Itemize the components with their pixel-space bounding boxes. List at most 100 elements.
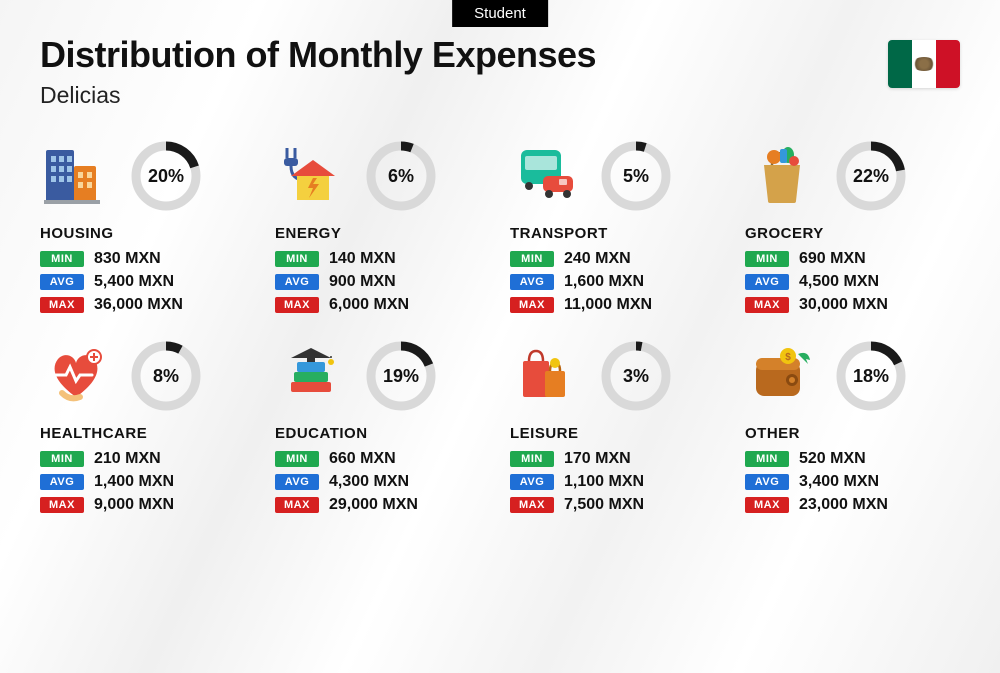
pct-label: 19% (365, 340, 437, 412)
avg-value: 900 MXN (329, 273, 396, 291)
avg-badge: AVG (745, 474, 789, 490)
stats: MIN 830 MXN AVG 5,400 MXN MAX 36,000 MXN (40, 250, 255, 314)
stat-min: MIN 170 MXN (510, 450, 725, 468)
stat-avg: AVG 1,400 MXN (40, 473, 255, 491)
category-name: OTHER (745, 425, 960, 442)
stat-min: MIN 240 MXN (510, 250, 725, 268)
pct-ring: 19% (365, 340, 437, 412)
max-value: 36,000 MXN (94, 296, 183, 314)
stat-min: MIN 210 MXN (40, 450, 255, 468)
stat-min: MIN 690 MXN (745, 250, 960, 268)
leisure-icon (510, 339, 584, 413)
max-value: 7,500 MXN (564, 496, 644, 514)
country-flag-icon (888, 40, 960, 88)
healthcare-icon (40, 339, 114, 413)
avg-badge: AVG (40, 274, 84, 290)
expense-card-grocery: 22% GROCERY MIN 690 MXN AVG 4,500 MXN MA… (745, 137, 960, 319)
stat-max: MAX 29,000 MXN (275, 496, 490, 514)
stat-max: MAX 36,000 MXN (40, 296, 255, 314)
max-value: 29,000 MXN (329, 496, 418, 514)
avg-badge: AVG (745, 274, 789, 290)
other-icon: $ (745, 339, 819, 413)
max-badge: MAX (510, 297, 554, 313)
min-badge: MIN (40, 251, 84, 267)
stat-max: MAX 7,500 MXN (510, 496, 725, 514)
expense-card-education: 19% EDUCATION MIN 660 MXN AVG 4,300 MXN … (275, 337, 490, 519)
avg-value: 5,400 MXN (94, 273, 174, 291)
category-name: TRANSPORT (510, 225, 725, 242)
pct-ring: 5% (600, 140, 672, 212)
stat-avg: AVG 5,400 MXN (40, 273, 255, 291)
stats: MIN 210 MXN AVG 1,400 MXN MAX 9,000 MXN (40, 450, 255, 514)
stat-avg: AVG 1,100 MXN (510, 473, 725, 491)
category-name: LEISURE (510, 425, 725, 442)
stat-max: MAX 6,000 MXN (275, 296, 490, 314)
stat-avg: AVG 4,300 MXN (275, 473, 490, 491)
stat-avg: AVG 900 MXN (275, 273, 490, 291)
avg-value: 4,500 MXN (799, 273, 879, 291)
min-value: 690 MXN (799, 250, 866, 268)
max-value: 11,000 MXN (564, 296, 652, 314)
max-badge: MAX (745, 497, 789, 513)
pct-label: 3% (600, 340, 672, 412)
min-value: 660 MXN (329, 450, 396, 468)
stats: MIN 660 MXN AVG 4,300 MXN MAX 29,000 MXN (275, 450, 490, 514)
page-subtitle: Delicias (40, 82, 960, 109)
stat-min: MIN 660 MXN (275, 450, 490, 468)
expense-card-transport: 5% TRANSPORT MIN 240 MXN AVG 1,600 MXN M… (510, 137, 725, 319)
expense-card-leisure: 3% LEISURE MIN 170 MXN AVG 1,100 MXN MAX… (510, 337, 725, 519)
stat-avg: AVG 1,600 MXN (510, 273, 725, 291)
stats: MIN 520 MXN AVG 3,400 MXN MAX 23,000 MXN (745, 450, 960, 514)
avg-badge: AVG (510, 474, 554, 490)
min-value: 830 MXN (94, 250, 161, 268)
pct-label: 18% (835, 340, 907, 412)
expense-card-energy: 6% ENERGY MIN 140 MXN AVG 900 MXN MAX 6,… (275, 137, 490, 319)
avg-value: 4,300 MXN (329, 473, 409, 491)
pct-label: 5% (600, 140, 672, 212)
expense-card-housing: 20% HOUSING MIN 830 MXN AVG 5,400 MXN MA… (40, 137, 255, 319)
stat-min: MIN 830 MXN (40, 250, 255, 268)
category-name: EDUCATION (275, 425, 490, 442)
max-badge: MAX (745, 297, 789, 313)
avg-badge: AVG (275, 274, 319, 290)
category-name: HEALTHCARE (40, 425, 255, 442)
max-value: 6,000 MXN (329, 296, 409, 314)
pct-ring: 18% (835, 340, 907, 412)
stat-min: MIN 140 MXN (275, 250, 490, 268)
avg-badge: AVG (275, 474, 319, 490)
min-badge: MIN (510, 251, 554, 267)
stat-max: MAX 9,000 MXN (40, 496, 255, 514)
header: Distribution of Monthly Expenses Delicia… (40, 0, 960, 109)
stat-avg: AVG 4,500 MXN (745, 273, 960, 291)
min-value: 520 MXN (799, 450, 866, 468)
stats: MIN 170 MXN AVG 1,100 MXN MAX 7,500 MXN (510, 450, 725, 514)
transport-icon (510, 139, 584, 213)
avg-value: 1,400 MXN (94, 473, 174, 491)
pct-ring: 3% (600, 340, 672, 412)
avg-value: 1,600 MXN (564, 273, 644, 291)
min-badge: MIN (275, 251, 319, 267)
stats: MIN 240 MXN AVG 1,600 MXN MAX 11,000 MXN (510, 250, 725, 314)
stat-avg: AVG 3,400 MXN (745, 473, 960, 491)
min-badge: MIN (275, 451, 319, 467)
stats: MIN 690 MXN AVG 4,500 MXN MAX 30,000 MXN (745, 250, 960, 314)
max-value: 9,000 MXN (94, 496, 174, 514)
stat-max: MAX 11,000 MXN (510, 296, 725, 314)
max-badge: MAX (275, 497, 319, 513)
pct-ring: 8% (130, 340, 202, 412)
education-icon (275, 339, 349, 413)
pct-ring: 22% (835, 140, 907, 212)
pct-label: 6% (365, 140, 437, 212)
min-badge: MIN (510, 451, 554, 467)
stat-max: MAX 23,000 MXN (745, 496, 960, 514)
avg-value: 3,400 MXN (799, 473, 879, 491)
pct-label: 20% (130, 140, 202, 212)
stats: MIN 140 MXN AVG 900 MXN MAX 6,000 MXN (275, 250, 490, 314)
max-badge: MAX (510, 497, 554, 513)
avg-value: 1,100 MXN (564, 473, 644, 491)
min-badge: MIN (745, 451, 789, 467)
expenses-grid: 20% HOUSING MIN 830 MXN AVG 5,400 MXN MA… (40, 137, 960, 519)
pct-label: 8% (130, 340, 202, 412)
energy-icon (275, 139, 349, 213)
max-badge: MAX (40, 297, 84, 313)
